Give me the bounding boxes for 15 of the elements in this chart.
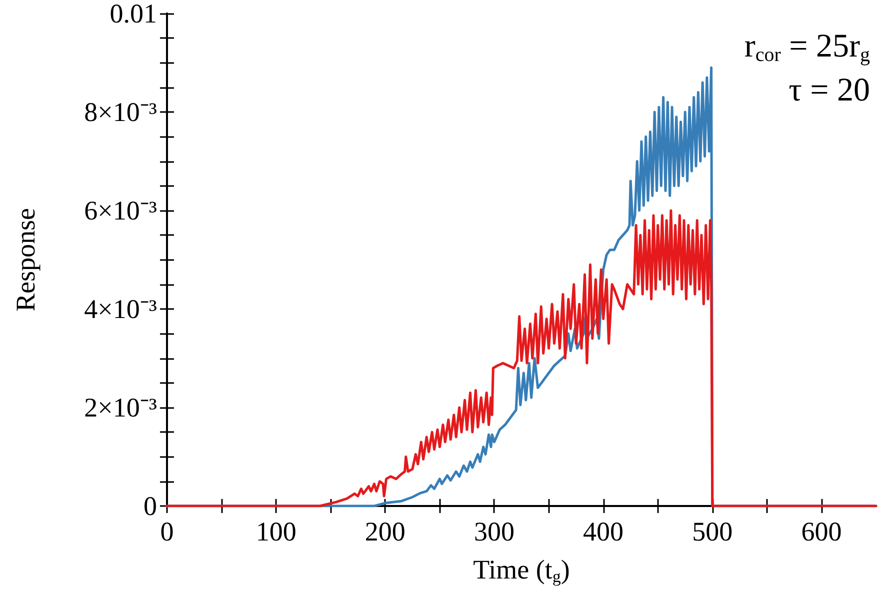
line-series [166, 209, 878, 508]
x-tick-label: 600 [801, 516, 842, 546]
y-axis-title: Response [10, 208, 40, 312]
y-tick-label: 2×10⁻³ [84, 392, 157, 422]
y-tick-label: 4×10⁻³ [84, 294, 157, 324]
x-tick-label: 400 [583, 516, 624, 546]
y-tick-label: 6×10⁻³ [84, 196, 157, 226]
y-tick-label: 0.01 [110, 0, 157, 28]
x-tick-label: 200 [364, 516, 406, 546]
x-tick-label: 300 [474, 516, 514, 546]
y-tick-label: 0 [144, 491, 157, 521]
y-tick-label: 8×10⁻³ [84, 97, 157, 127]
x-tick-label: 500 [692, 516, 733, 546]
x-tick-label: 100 [256, 516, 296, 546]
annotation: τ = 20 [788, 72, 870, 108]
